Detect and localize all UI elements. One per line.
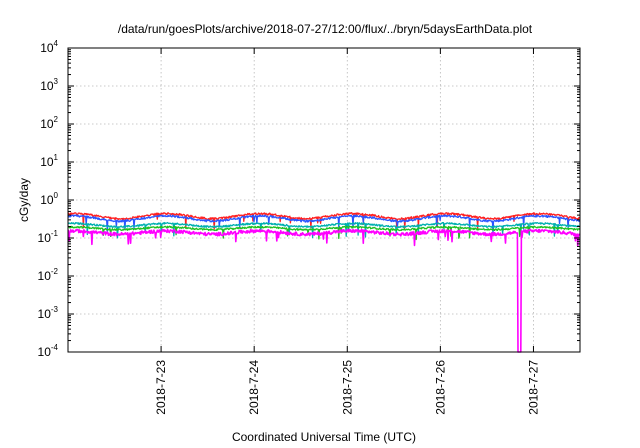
chart-title: /data/run/goesPlots/archive/2018-07-27/1…	[118, 22, 533, 36]
series-line	[67, 225, 581, 241]
y-tick-label: 10-4	[38, 343, 59, 359]
y-tick-label: 101	[40, 153, 58, 169]
series-line	[67, 212, 581, 230]
grid	[68, 48, 580, 352]
x-tick-label: 2018-7-27	[526, 360, 540, 415]
x-tick-labels: 2018-7-23 2018-7-24 2018-7-25 2018-7-26 2018…	[154, 360, 540, 415]
x-tick-label: 2018-7-26	[433, 360, 447, 415]
plot-frame	[67, 47, 581, 353]
x-tick-label: 2018-7-25	[340, 360, 354, 415]
series-line	[67, 221, 581, 239]
y-tick-label: 10-3	[38, 305, 59, 321]
y-tick-label: 100	[40, 191, 58, 207]
y-tick-labels: 104 103 102 101 100 10-1 10-2 10-3 10-4	[38, 39, 59, 359]
y-tick-label: 103	[40, 77, 58, 93]
y-tick-label: 10-2	[38, 267, 59, 283]
y-axis-label: cGy/day	[17, 178, 31, 222]
y-tick-label: 10-1	[38, 229, 59, 245]
series-line	[67, 214, 581, 235]
plot-series	[67, 212, 581, 353]
y-tick-label: 104	[40, 39, 58, 55]
x-tick-label: 2018-7-23	[154, 360, 168, 415]
x-axis-label: Coordinated Universal Time (UTC)	[232, 430, 416, 444]
series-line	[67, 228, 581, 353]
x-tick-label: 2018-7-24	[247, 360, 261, 415]
y-tick-label: 102	[40, 115, 58, 131]
